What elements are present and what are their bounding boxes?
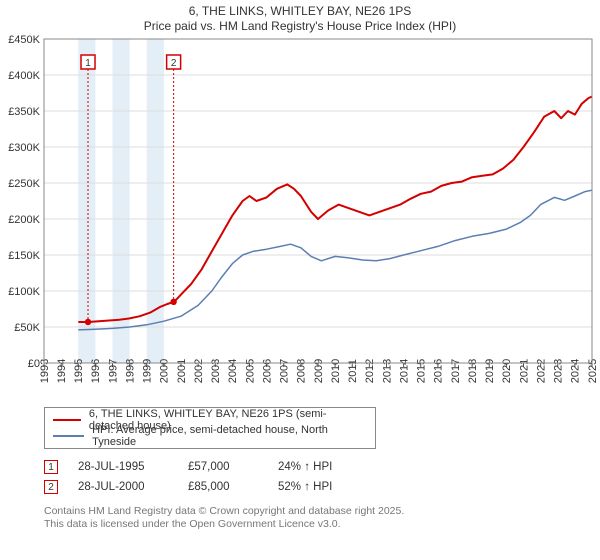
legend-swatch [53, 419, 81, 421]
sale-price: £57,000 [188, 461, 258, 473]
sale-diff: 52% ↑ HPI [278, 481, 332, 493]
svg-text:2023: 2023 [553, 359, 565, 383]
svg-text:1993: 1993 [39, 359, 51, 383]
svg-text:2022: 2022 [535, 359, 547, 383]
page-title: 6, THE LINKS, WHITLEY BAY, NE26 1PS [0, 4, 600, 18]
sales-table: 1 28-JUL-1995 £57,000 24% ↑ HPI 2 28-JUL-2000… [44, 457, 600, 497]
svg-text:2002: 2002 [193, 359, 205, 383]
svg-text:1997: 1997 [107, 359, 119, 383]
sale-marker-ref: 1 [44, 460, 58, 474]
svg-text:1998: 1998 [124, 359, 136, 383]
svg-text:2024: 2024 [570, 359, 582, 383]
svg-text:1996: 1996 [90, 359, 102, 383]
legend-swatch [53, 435, 84, 437]
svg-text:2000: 2000 [159, 359, 171, 383]
svg-text:1: 1 [85, 58, 91, 69]
svg-text:£450K: £450K [8, 34, 40, 46]
svg-text:2017: 2017 [450, 359, 462, 383]
svg-text:2009: 2009 [313, 359, 325, 383]
svg-text:£150K: £150K [8, 250, 40, 262]
sale-price: £85,000 [188, 481, 258, 493]
svg-text:2010: 2010 [330, 359, 342, 383]
legend-label: HPI: Average price, semi-detached house,… [92, 424, 367, 448]
svg-text:2013: 2013 [381, 359, 393, 383]
page-subtitle: Price paid vs. HM Land Registry's House … [0, 19, 600, 33]
svg-text:2003: 2003 [210, 359, 222, 383]
svg-text:£200K: £200K [8, 214, 40, 226]
svg-text:2006: 2006 [261, 359, 273, 383]
svg-text:2016: 2016 [433, 359, 445, 383]
svg-text:2008: 2008 [296, 359, 308, 383]
svg-text:2001: 2001 [176, 359, 188, 383]
chart-container: £0£50K£100K£150K£200K£250K£300K£350K£400… [0, 33, 600, 403]
svg-text:1995: 1995 [73, 359, 85, 383]
legend-item: HPI: Average price, semi-detached house,… [53, 428, 367, 444]
svg-text:£100K: £100K [8, 286, 40, 298]
svg-text:£300K: £300K [8, 142, 40, 154]
svg-text:2004: 2004 [227, 359, 239, 383]
footer-attribution: Contains HM Land Registry data © Crown c… [44, 505, 600, 531]
sale-marker-dot [170, 299, 176, 305]
svg-text:£350K: £350K [8, 106, 40, 118]
sale-marker-ref: 2 [44, 480, 58, 494]
sale-row: 2 28-JUL-2000 £85,000 52% ↑ HPI [44, 477, 600, 497]
svg-text:£50K: £50K [14, 322, 40, 334]
svg-text:2012: 2012 [364, 359, 376, 383]
svg-text:2015: 2015 [416, 359, 428, 383]
sale-row: 1 28-JUL-1995 £57,000 24% ↑ HPI [44, 457, 600, 477]
svg-text:2021: 2021 [518, 359, 530, 383]
legend: 6, THE LINKS, WHITLEY BAY, NE26 1PS (sem… [44, 407, 376, 449]
svg-text:2005: 2005 [244, 359, 256, 383]
svg-text:£250K: £250K [8, 178, 40, 190]
svg-text:2007: 2007 [279, 359, 291, 383]
sale-diff: 24% ↑ HPI [278, 461, 332, 473]
svg-text:2020: 2020 [501, 359, 513, 383]
svg-text:1999: 1999 [142, 359, 154, 383]
sale-marker-dot [85, 319, 91, 325]
svg-text:2018: 2018 [467, 359, 479, 383]
svg-text:£400K: £400K [8, 70, 40, 82]
sale-date: 28-JUL-1995 [78, 461, 168, 473]
footer-line: This data is licensed under the Open Gov… [44, 518, 600, 531]
price-chart: £0£50K£100K£150K£200K£250K£300K£350K£400… [0, 33, 600, 403]
svg-text:1994: 1994 [56, 359, 68, 383]
svg-text:2: 2 [171, 58, 177, 69]
footer-line: Contains HM Land Registry data © Crown c… [44, 505, 600, 518]
svg-text:2014: 2014 [398, 359, 410, 383]
svg-text:2025: 2025 [587, 359, 599, 383]
sale-date: 28-JUL-2000 [78, 481, 168, 493]
svg-text:2019: 2019 [484, 359, 496, 383]
